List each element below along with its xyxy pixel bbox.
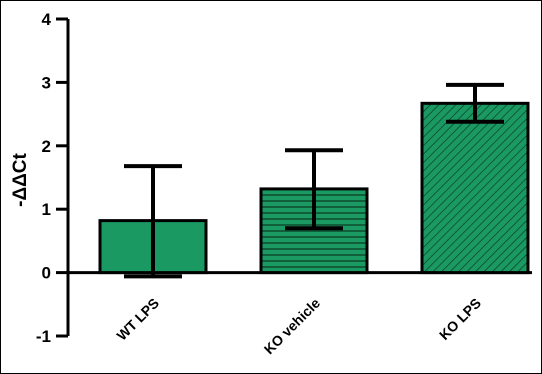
bar-2 [420, 101, 530, 275]
y-tick-label-5: 4 [42, 10, 52, 29]
category-label-1: KO vehicle [261, 295, 324, 358]
y-axis-title: -ΔΔCt [10, 152, 31, 206]
y-tick-label-2: 1 [42, 200, 51, 219]
y-tick-label-3: 2 [42, 137, 51, 156]
y-tick-label-0: -1 [36, 327, 51, 346]
category-label-2: KO LPS [436, 295, 484, 343]
category-label-0: WT LPS [113, 295, 162, 344]
error-bars [124, 82, 504, 279]
y-tick-label-1: 0 [42, 264, 51, 283]
y-tick-label-4: 3 [42, 73, 51, 92]
category-labels: WT LPS KO vehicle KO LPS [113, 295, 484, 358]
